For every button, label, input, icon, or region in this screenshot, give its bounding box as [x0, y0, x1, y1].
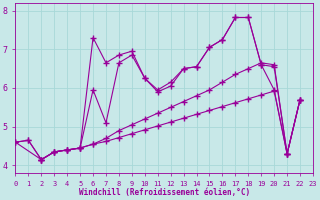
X-axis label: Windchill (Refroidissement éolien,°C): Windchill (Refroidissement éolien,°C) — [79, 188, 250, 197]
